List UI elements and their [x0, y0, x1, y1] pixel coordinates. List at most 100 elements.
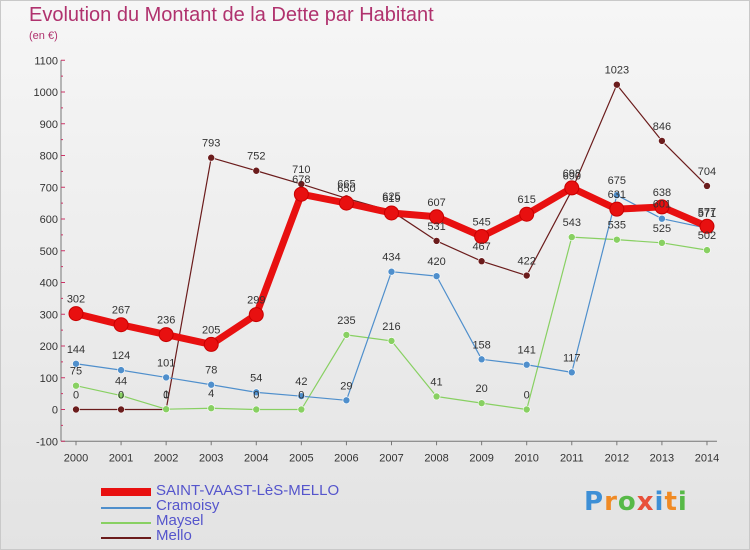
data-label: 101	[157, 357, 175, 369]
data-point	[252, 405, 261, 414]
data-label: 4	[208, 388, 214, 400]
x-tick-label: 2011	[560, 452, 584, 464]
data-label: 793	[202, 138, 220, 150]
data-label: 1	[163, 389, 169, 401]
data-point	[113, 317, 129, 333]
y-tick-label: 0	[52, 405, 58, 417]
data-label: 420	[427, 256, 445, 268]
data-point	[158, 327, 174, 343]
x-tick-label: 2012	[605, 452, 629, 464]
data-point	[162, 373, 170, 382]
data-point	[68, 306, 84, 322]
data-point	[567, 368, 576, 377]
data-label: 698	[563, 168, 581, 180]
data-label: 577	[698, 206, 716, 218]
legend-swatch	[101, 507, 151, 509]
logo-letter: i	[677, 487, 688, 517]
y-tick-label: 600	[40, 214, 58, 226]
logo-letter: o	[617, 487, 637, 517]
data-point	[474, 228, 490, 244]
data-point	[203, 336, 219, 352]
data-point	[658, 239, 666, 247]
x-tick-label: 2007	[379, 452, 403, 464]
data-point	[703, 182, 711, 190]
x-tick-label: 2014	[695, 452, 719, 464]
data-label: 42	[295, 376, 307, 388]
data-label: 141	[518, 345, 536, 357]
y-tick-label: 700	[40, 182, 58, 194]
data-point	[117, 405, 125, 414]
data-point	[342, 331, 351, 339]
x-tick-label: 2001	[109, 452, 133, 464]
data-point	[207, 380, 216, 389]
data-label: 0	[118, 390, 124, 402]
data-point	[613, 191, 621, 199]
x-tick-label: 2002	[154, 452, 178, 464]
y-tick-label: 500	[40, 246, 58, 258]
y-tick-label: 800	[40, 151, 58, 163]
data-label: 20	[476, 383, 488, 395]
data-label: 29	[340, 380, 352, 392]
data-label: 216	[382, 321, 400, 333]
x-tick-label: 2013	[650, 452, 674, 464]
data-label: 543	[563, 217, 581, 229]
data-point	[699, 218, 715, 234]
data-label: 571	[698, 208, 716, 220]
data-label: 75	[70, 366, 82, 378]
data-label: 690	[563, 170, 581, 182]
data-point	[654, 199, 670, 215]
data-label: 41	[430, 376, 442, 388]
legend-swatch	[101, 522, 151, 524]
data-point	[522, 405, 531, 414]
data-point	[703, 246, 711, 254]
data-label: 54	[250, 372, 262, 384]
x-tick-label: 2008	[424, 452, 448, 464]
data-label: 625	[382, 191, 400, 203]
legend-swatch	[101, 488, 151, 496]
data-point	[383, 205, 399, 221]
proxiti-logo: Proxiti	[584, 487, 688, 517]
logo-letter: x	[636, 487, 655, 517]
x-tick-label: 2000	[64, 452, 88, 464]
legend-label: Maysel	[156, 512, 204, 529]
data-label: 158	[472, 339, 490, 351]
data-point	[252, 388, 261, 397]
data-point	[252, 166, 261, 175]
data-label: 545	[472, 216, 490, 228]
chart-subtitle: (en €)	[29, 30, 58, 42]
data-point	[387, 267, 396, 276]
data-point	[72, 359, 80, 368]
data-label: 650	[337, 183, 355, 195]
data-label: 0	[163, 390, 169, 402]
data-point	[162, 405, 170, 413]
data-label: 631	[608, 189, 626, 201]
data-label: 1023	[605, 65, 629, 77]
y-tick-label: -100	[36, 436, 58, 448]
data-label: 0	[73, 390, 79, 402]
data-label: 601	[653, 199, 671, 211]
data-point	[477, 257, 486, 266]
logo-letter: i	[654, 487, 665, 517]
data-point	[207, 404, 216, 413]
data-label: 615	[518, 194, 536, 206]
y-tick-label: 1100	[34, 55, 58, 67]
data-label: 531	[427, 221, 445, 233]
chart-title: Evolution du Montant de la Dette par Hab…	[29, 4, 434, 26]
data-point	[297, 392, 306, 400]
x-tick-label: 2006	[334, 452, 358, 464]
data-label: 235	[337, 315, 355, 327]
data-label: 675	[608, 175, 626, 187]
data-label: 267	[112, 305, 130, 317]
logo-letter: r	[604, 487, 618, 517]
y-tick-label: 1000	[34, 87, 58, 99]
data-point	[432, 237, 441, 245]
x-tick-label: 2004	[244, 452, 268, 464]
data-point	[387, 337, 396, 345]
data-label: 638	[653, 187, 671, 199]
legend-swatch	[101, 537, 151, 539]
y-tick-label: 900	[40, 119, 58, 131]
data-point	[72, 405, 80, 414]
data-label: 704	[698, 166, 716, 178]
